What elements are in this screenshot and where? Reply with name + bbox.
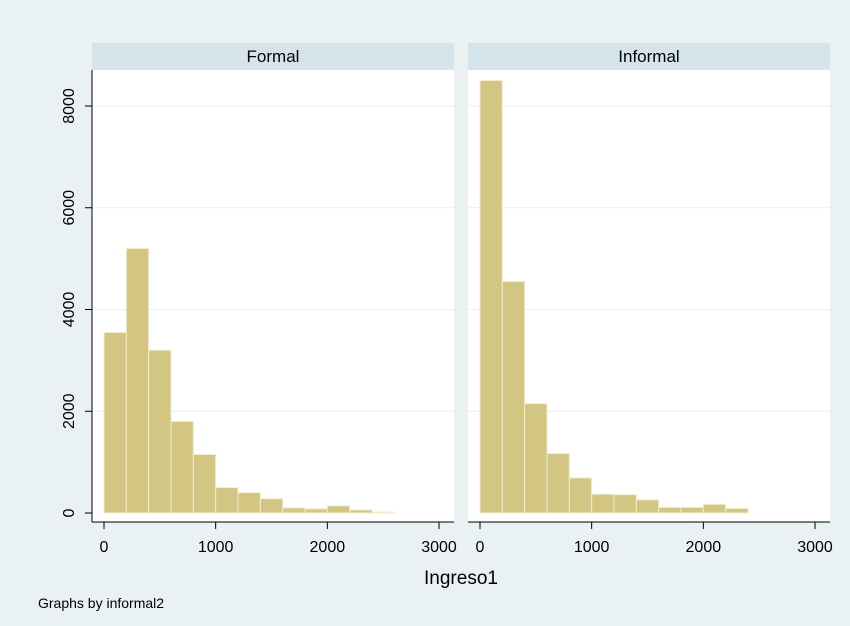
- panel-formal-title: Formal: [247, 47, 300, 66]
- histogram-bar: [371, 511, 395, 514]
- histogram-bar: [192, 453, 217, 514]
- panel-informal-x-axis: 0 1000 2000 3000: [468, 521, 833, 556]
- histogram-bar: [479, 80, 503, 514]
- histogram-bar: [326, 505, 351, 514]
- histogram-bar: [170, 420, 194, 514]
- panel-informal-strip: [468, 43, 830, 70]
- y-tick-label: 0: [61, 508, 78, 517]
- panel-informal: Informal 0 1000 2000 3000: [468, 43, 833, 556]
- histogram-bar: [501, 281, 526, 514]
- histogram-bar: [658, 506, 682, 514]
- x-tick-label: 2000: [310, 539, 346, 556]
- panel-informal-bars: [479, 80, 749, 514]
- y-tick-label: 6000: [61, 190, 78, 226]
- panel-formal-x-axis: 0 1000 2000 3000: [92, 521, 457, 556]
- panel-formal: Formal 0 1000 2000 3000: [92, 43, 457, 556]
- histogram-bar: [103, 331, 127, 514]
- histogram-bar: [215, 487, 239, 514]
- histogram-bar: [148, 349, 172, 514]
- panel-informal-title: Informal: [618, 47, 679, 66]
- histogram-bar: [568, 477, 593, 514]
- histogram-bar: [304, 508, 328, 514]
- graphs-by-note: Graphs by informal2: [38, 595, 164, 611]
- y-tick-label: 8000: [61, 88, 78, 124]
- x-tick-label: 2000: [686, 539, 722, 556]
- histogram-bar: [259, 498, 284, 514]
- histogram-bar: [680, 506, 704, 514]
- histogram-bar: [524, 403, 548, 514]
- histogram-bar: [591, 493, 615, 514]
- histogram-bar: [635, 499, 660, 514]
- histogram-bar: [125, 247, 150, 514]
- histogram-bar: [349, 509, 373, 514]
- x-tick-label: 0: [476, 539, 485, 556]
- histogram-bar: [282, 507, 306, 514]
- panel-formal-strip: [92, 43, 454, 70]
- x-tick-label: 0: [100, 539, 109, 556]
- x-tick-label: 1000: [198, 539, 234, 556]
- x-tick-label: 1000: [574, 539, 610, 556]
- histogram-bar: [546, 452, 570, 514]
- y-tick-label: 2000: [61, 393, 78, 429]
- histogram-bar: [237, 492, 261, 514]
- histogram-bar: [613, 494, 637, 514]
- y-tick-label: 4000: [61, 292, 78, 328]
- y-axis: 0 2000 4000 6000 8000: [61, 70, 93, 522]
- histogram-bar: [702, 503, 727, 514]
- x-axis-title: Ingreso1: [424, 568, 498, 589]
- panel-formal-bars: [103, 247, 395, 514]
- x-tick-label: 3000: [421, 539, 457, 556]
- x-tick-label: 3000: [797, 539, 833, 556]
- histogram-bar: [725, 507, 749, 514]
